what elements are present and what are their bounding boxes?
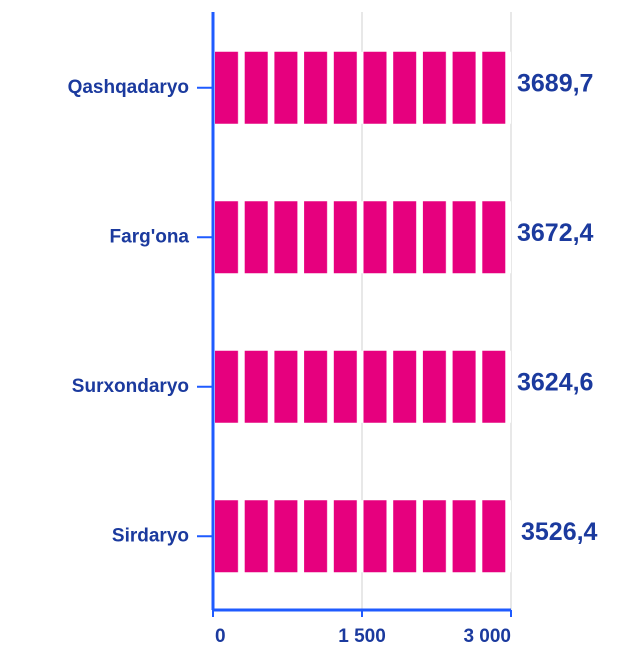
y-tick-label: Sirdaryo [112, 525, 189, 546]
x-tick-label: 3 000 [463, 626, 511, 647]
y-tick-label: Farg'ona [110, 226, 190, 247]
bar [215, 201, 511, 274]
bar [215, 350, 511, 423]
y-tick-label: Surxondaryo [72, 376, 189, 397]
value-label: 3624,6 [517, 368, 593, 396]
y-tick-label: Qashqadaryo [68, 77, 189, 98]
x-tick-label: 1 500 [338, 626, 386, 647]
value-label: 3526,4 [521, 518, 598, 546]
bar [215, 500, 511, 573]
bar [215, 51, 511, 124]
value-label: 3689,7 [517, 69, 593, 97]
value-label: 3672,4 [517, 219, 594, 247]
x-tick-label: 0 [215, 626, 226, 647]
